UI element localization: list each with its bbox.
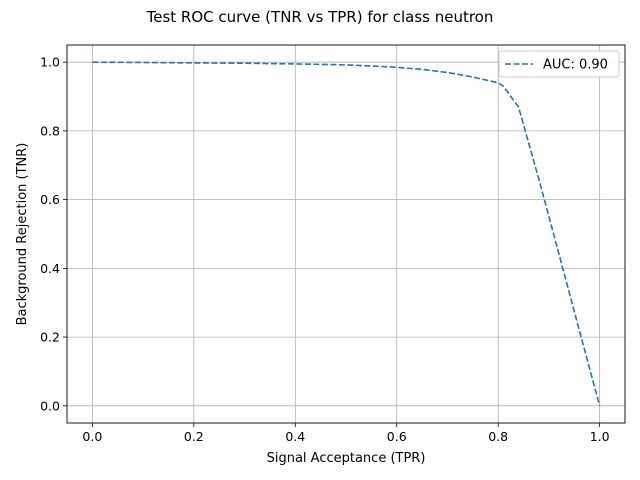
y-axis-label: Background Rejection (TNR) <box>15 143 30 326</box>
grid <box>67 45 625 423</box>
x-axis-label: Signal Acceptance (TPR) <box>267 451 426 466</box>
y-tick-label: 0.6 <box>40 192 60 207</box>
chart-title: Test ROC curve (TNR vs TPR) for class ne… <box>146 8 494 26</box>
ticks: 0.0 0.2 0.4 0.6 0.8 1.0 0.0 0.2 0.4 0.6 0.8 1.0 <box>40 55 610 444</box>
x-tick-label: 0.6 <box>387 429 407 444</box>
series-layer <box>92 61 601 407</box>
y-tick-label: 0.0 <box>40 398 60 413</box>
plot-frame <box>66 44 626 424</box>
y-tick-label: 0.4 <box>40 261 60 276</box>
x-tick-label: 0.4 <box>285 429 305 444</box>
legend-label: AUC: 0.90 <box>543 58 608 73</box>
x-tick-label: 0.8 <box>488 429 508 444</box>
x-tick-label: 1.0 <box>590 429 610 444</box>
y-tick-label: 1.0 <box>40 55 60 70</box>
series-line-roc <box>92 61 601 407</box>
x-tick-label: 0.2 <box>184 429 204 444</box>
y-tick-label: 0.2 <box>40 330 60 345</box>
legend-box <box>498 50 620 78</box>
y-tick-label: 0.8 <box>40 123 60 138</box>
legend: AUC: 0.90 <box>498 50 620 78</box>
x-tick-label: 0.0 <box>82 429 102 444</box>
